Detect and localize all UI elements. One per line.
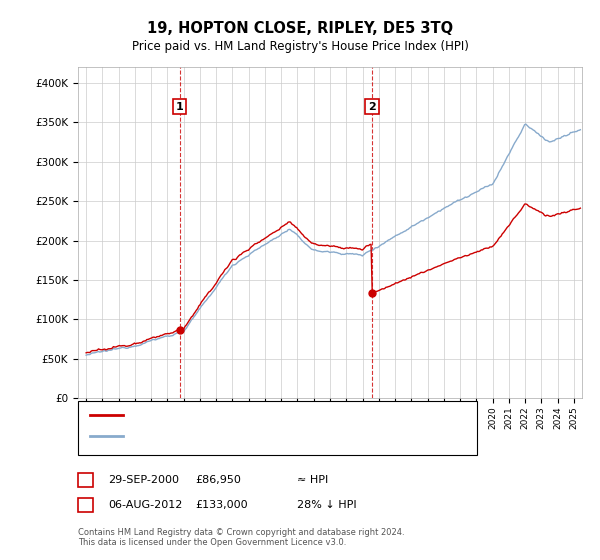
Text: £133,000: £133,000 [195,500,248,510]
Text: 2: 2 [82,500,89,510]
Text: HPI: Average price, detached house, Amber Valley: HPI: Average price, detached house, Ambe… [129,431,391,441]
Text: 29-SEP-2000: 29-SEP-2000 [108,474,179,484]
Text: 19, HOPTON CLOSE, RIPLEY, DE5 3TQ (detached house): 19, HOPTON CLOSE, RIPLEY, DE5 3TQ (detac… [129,410,419,419]
Text: Price paid vs. HM Land Registry's House Price Index (HPI): Price paid vs. HM Land Registry's House … [131,40,469,53]
Text: 1: 1 [82,474,89,484]
Text: 06-AUG-2012: 06-AUG-2012 [108,500,182,510]
Text: 28% ↓ HPI: 28% ↓ HPI [297,500,356,510]
Text: 1: 1 [176,101,184,111]
Text: £86,950: £86,950 [195,474,241,484]
Text: Contains HM Land Registry data © Crown copyright and database right 2024.: Contains HM Land Registry data © Crown c… [78,528,404,537]
Text: 2: 2 [368,101,376,111]
Text: This data is licensed under the Open Government Licence v3.0.: This data is licensed under the Open Gov… [78,538,346,547]
Text: ≈ HPI: ≈ HPI [297,474,328,484]
Text: 19, HOPTON CLOSE, RIPLEY, DE5 3TQ: 19, HOPTON CLOSE, RIPLEY, DE5 3TQ [147,21,453,36]
